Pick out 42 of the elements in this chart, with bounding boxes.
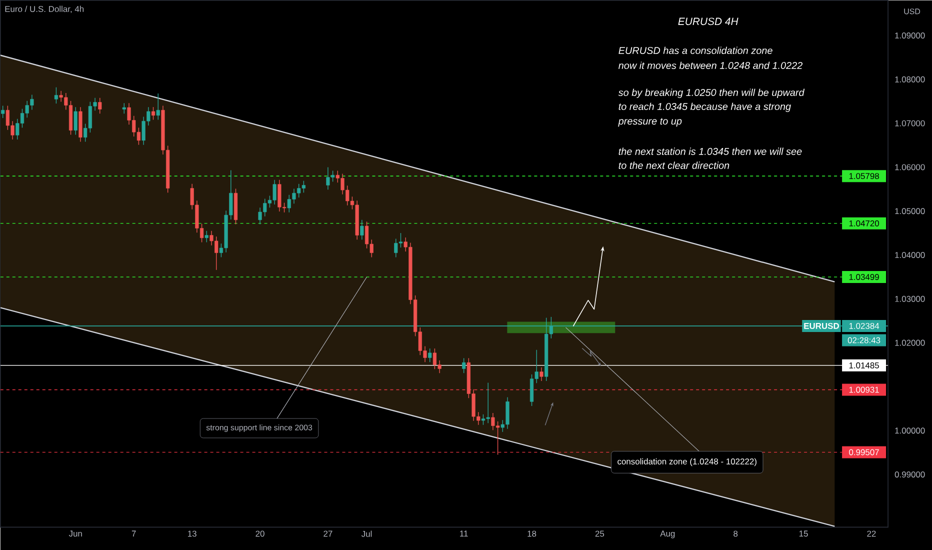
annotation: to reach 1.0345 because have a strong	[618, 102, 791, 112]
x-tick-label: 15	[799, 530, 808, 537]
ref-line-label: 1.04720	[849, 220, 879, 226]
x-tick-label: 27	[324, 530, 332, 537]
ref-line-label: 1.05798	[849, 173, 879, 179]
y-tick-label: 1.04000	[895, 252, 925, 258]
x-tick-label: Aug	[660, 530, 675, 538]
ref-line-label: 1.03499	[849, 274, 879, 280]
annotation: to the next clear direction	[618, 162, 730, 169]
x-tick-label: 13	[188, 530, 196, 537]
y-tick-label: 1.00000	[895, 428, 925, 434]
y-tick-label: 1.02000	[895, 340, 925, 346]
x-tick-label: 18	[528, 530, 536, 537]
x-tick-label: 20	[256, 530, 264, 537]
annotation: pressure to up	[618, 118, 682, 127]
y-tick-label: 1.09000	[895, 32, 925, 38]
y-tick-label: 1.03000	[895, 296, 925, 302]
x-tick-label: Jul	[361, 530, 372, 537]
y-tick-label: 1.08000	[895, 76, 925, 82]
y-tick-label: 1.05000	[895, 208, 925, 214]
ref-line-label: 0.99507	[849, 449, 879, 456]
x-tick-label: 8	[734, 530, 738, 537]
annotation: the next station is 1.0345 then we will see	[618, 148, 802, 155]
x-tick-label: Jun	[68, 530, 82, 537]
ref-line-label: 1.01485	[849, 362, 879, 368]
annotation: consolidation zone (1.0248 - 102222)	[618, 458, 756, 466]
y-tick-label: 1.06000	[895, 164, 925, 170]
annotation: now it moves between 1.0248 and 1.0222	[618, 62, 803, 69]
annotation: so by breaking 1.0250 then will be upward	[618, 88, 805, 98]
ref-line-label: 1.00931	[849, 386, 879, 393]
annotation: Euro / U.S. Dollar, 4h	[5, 6, 84, 13]
x-tick-label: 22	[867, 530, 876, 537]
x-tick-label: 11	[460, 530, 468, 536]
annotation: EURUSD	[804, 322, 839, 329]
y-tick-label: 1.07000	[895, 120, 925, 126]
annotation: EURUSD has a consolidation zone	[618, 46, 772, 54]
y-tick-label: 0.99000	[894, 471, 925, 478]
annotation: 02:28:43	[848, 337, 880, 344]
x-tick-label: 25	[595, 530, 604, 537]
x-tick-label: 7	[132, 530, 136, 536]
ref-line-label: 1.02384	[849, 322, 880, 329]
text: EURUSD 4H	[678, 18, 738, 26]
